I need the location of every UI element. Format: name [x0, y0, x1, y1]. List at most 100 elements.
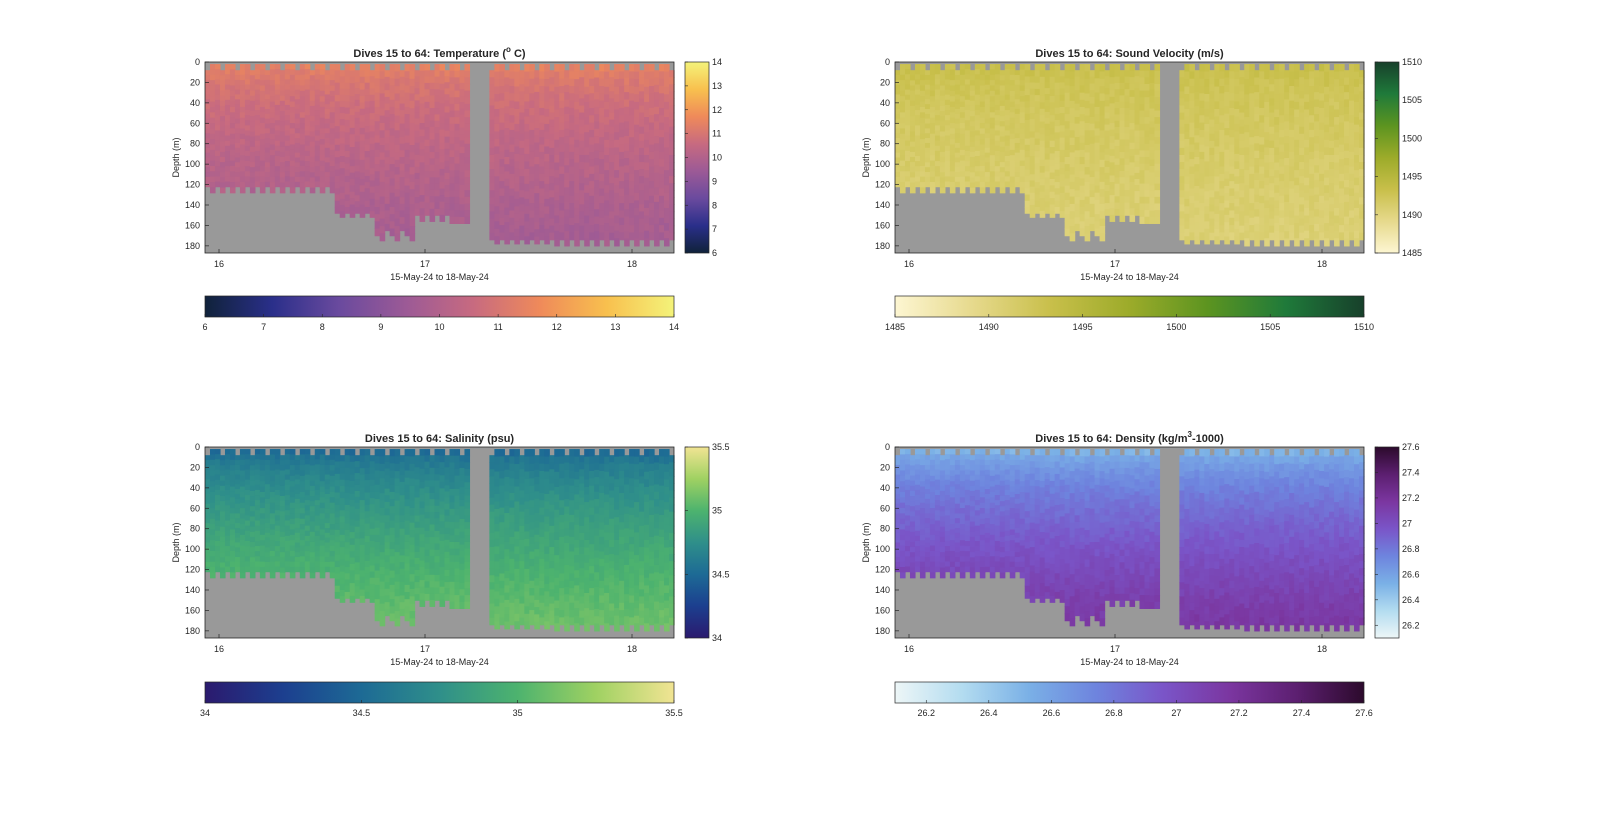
- heatmap-cell: [544, 79, 550, 88]
- heatmap-cell: [205, 84, 211, 91]
- heatmap-cell: [294, 561, 301, 568]
- heatmap-cell: [949, 117, 956, 124]
- heatmap-cell: [664, 200, 670, 209]
- heatmap-cell: [1254, 179, 1260, 188]
- heatmap-cell: [1194, 91, 1200, 100]
- heatmap-cell: [1359, 176, 1365, 184]
- heatmap-cell: [374, 71, 381, 79]
- heatmap-cell: [644, 154, 650, 164]
- heatmap-cell: [1304, 192, 1310, 201]
- heatmap-cell: [994, 74, 1001, 80]
- heatmap-cell: [1079, 178, 1086, 187]
- heatmap-cell: [614, 139, 620, 148]
- heatmap-cell: [1319, 78, 1325, 87]
- heatmap-cell: [1104, 100, 1111, 108]
- heatmap-cell: [1264, 79, 1270, 88]
- heatmap-cell: [454, 123, 461, 132]
- heatmap-cell: [384, 190, 391, 198]
- heatmap-cell: [219, 470, 226, 477]
- heatmap-cell: [419, 96, 426, 104]
- heatmap-cell: [1269, 232, 1275, 241]
- heatmap-cell: [954, 147, 961, 154]
- heatmap-cell: [969, 80, 976, 87]
- heatmap-cell: [669, 91, 675, 100]
- heatmap-cell: [354, 189, 361, 196]
- heatmap-cell: [324, 89, 331, 96]
- heatmap-cell: [999, 100, 1006, 107]
- heatmap-cell: [1094, 171, 1101, 180]
- heatmap-cell: [1344, 92, 1350, 101]
- heatmap-cell: [414, 106, 421, 114]
- heatmap-cell: [899, 133, 906, 140]
- heatmap-cell: [284, 64, 291, 70]
- heatmap-cell: [304, 489, 311, 496]
- heatmap-cell: [289, 513, 296, 520]
- heatmap-cell: [1139, 196, 1146, 205]
- heatmap-cell: [1204, 86, 1210, 95]
- heatmap-cell: [234, 566, 241, 573]
- heatmap-cell: [1354, 200, 1360, 209]
- heatmap-cell: [1009, 160, 1016, 167]
- heatmap-cell: [464, 77, 471, 85]
- heatmap-cell: [1104, 166, 1111, 174]
- heatmap-cell: [634, 207, 640, 217]
- heatmap-cell: [249, 501, 256, 507]
- heatmap-cell: [1034, 70, 1041, 78]
- heatmap-cell: [895, 152, 901, 159]
- heatmap-cell: [1094, 114, 1101, 122]
- heatmap-cell: [639, 154, 645, 163]
- heatmap-cell: [1324, 101, 1330, 111]
- heatmap-cell: [284, 69, 291, 75]
- heatmap-cell: [259, 550, 266, 557]
- heatmap-cell: [579, 70, 585, 78]
- heatmap-cell: [1049, 172, 1056, 180]
- heatmap-cell: [1234, 131, 1240, 140]
- heatmap-cell: [919, 101, 926, 108]
- heatmap-cell: [1144, 156, 1151, 165]
- heatmap-cell: [329, 64, 336, 70]
- heatmap-cell: [1049, 185, 1056, 193]
- heatmap-cell: [904, 130, 911, 137]
- heatmap-cell: [209, 513, 216, 520]
- heatmap-cell: [949, 90, 956, 97]
- heatmap-cell: [424, 76, 431, 84]
- heatmap-cell: [1354, 124, 1360, 133]
- heatmap-cell: [1044, 117, 1051, 125]
- heatmap-cell: [964, 130, 971, 137]
- heatmap-cell: [219, 572, 226, 579]
- heatmap-cell: [1309, 144, 1315, 153]
- heatmap-cell: [279, 151, 286, 158]
- heatmap-cell: [304, 530, 311, 537]
- heatmap-cell: [1099, 122, 1106, 131]
- heatmap-cell: [599, 173, 605, 182]
- heatmap-cell: [224, 540, 231, 547]
- heatmap-cell: [1089, 123, 1096, 131]
- heatmap-cell: [344, 76, 351, 84]
- heatmap-cell: [1269, 197, 1275, 205]
- heatmap-cell: [1269, 77, 1275, 85]
- heatmap-cell: [604, 71, 610, 80]
- heatmap-cell: [1034, 182, 1041, 189]
- heatmap-cell: [1024, 144, 1031, 152]
- heatmap-cell: [1089, 223, 1096, 232]
- heatmap-cell: [214, 64, 221, 70]
- y-tick-label: 20: [190, 77, 200, 87]
- heatmap-cell: [1319, 173, 1325, 182]
- heatmap-cell: [599, 107, 605, 116]
- heatmap-cell: [989, 187, 996, 194]
- heatmap-cell: [1204, 213, 1210, 222]
- heatmap-cell: [979, 74, 986, 81]
- heatmap-cell: [334, 163, 341, 171]
- heatmap-cell: [514, 138, 520, 148]
- y-tick-label: 120: [185, 180, 200, 190]
- heatmap-cell: [1024, 88, 1031, 96]
- heatmap-cell: [539, 217, 545, 226]
- heatmap-cell: [1279, 188, 1285, 197]
- heatmap-cell: [1114, 171, 1121, 179]
- heatmap-cell: [219, 111, 226, 117]
- heatmap-cell: [1129, 201, 1136, 209]
- heatmap-cell: [1059, 100, 1066, 108]
- heatmap-cell: [1069, 86, 1076, 95]
- heatmap-cell: [354, 99, 361, 107]
- heatmap-cell: [979, 101, 986, 108]
